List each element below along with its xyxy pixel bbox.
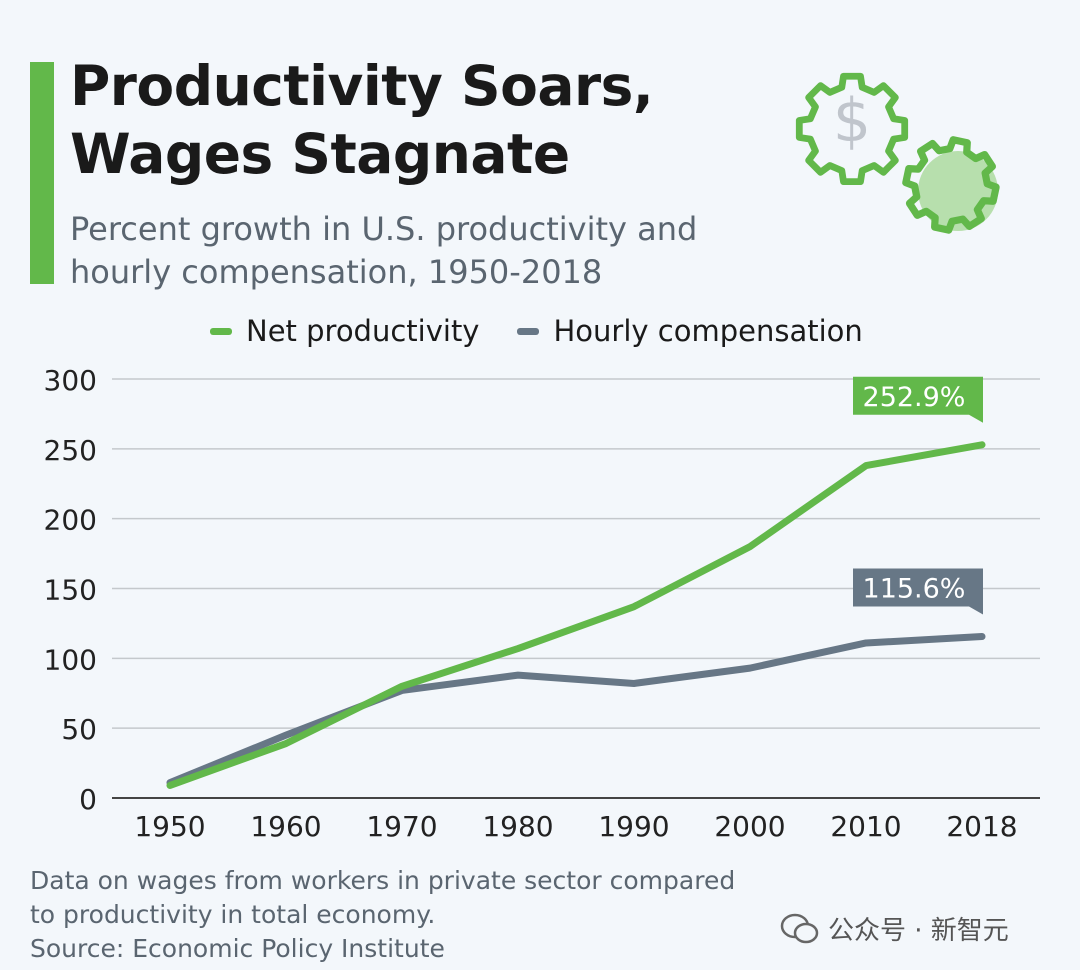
legend-item-productivity: Net productivity xyxy=(210,314,479,348)
end-label-box-productivity xyxy=(853,376,983,423)
legend-swatch-productivity xyxy=(210,327,232,335)
x-tick-label: 2010 xyxy=(830,810,901,843)
wechat-icon xyxy=(780,913,819,943)
y-tick-label: 300 xyxy=(44,364,97,397)
series-line-productivity xyxy=(166,441,986,789)
legend-label-compensation: Hourly compensation xyxy=(553,314,863,348)
title-line-1: Productivity Soars, xyxy=(70,54,654,118)
x-tick-label: 1980 xyxy=(482,810,553,843)
svg-text:$: $ xyxy=(833,86,871,156)
watermark: 公众号 · 新智元 xyxy=(780,910,1009,947)
title-line-2: Wages Stagnate xyxy=(70,122,570,186)
y-tick-label: 0 xyxy=(79,783,97,816)
chart-title: Productivity Soars, Wages Stagnate xyxy=(70,52,654,188)
end-label-productivity: 252.9% xyxy=(863,382,966,413)
chart-subtitle: Percent growth in U.S. productivity and … xyxy=(70,208,697,294)
end-label-compensation: 115.6% xyxy=(863,574,966,605)
gears-dollar-icon: $ xyxy=(795,72,1000,234)
y-tick-label: 200 xyxy=(44,504,97,537)
x-tick-label: 1960 xyxy=(250,810,321,843)
footnote: Data on wages from workers in private se… xyxy=(30,864,735,966)
source: Source: Economic Policy Institute xyxy=(30,934,445,963)
subtitle-line-1: Percent growth in U.S. productivity and xyxy=(70,210,698,248)
x-tick-label: 2018 xyxy=(946,810,1017,843)
y-tick-label: 100 xyxy=(44,643,97,676)
end-label-box-compensation xyxy=(853,568,983,615)
legend-swatch-compensation xyxy=(517,327,540,335)
watermark-text: 公众号 · 新智元 xyxy=(828,916,1009,946)
legend: Net productivity Hourly compensation xyxy=(210,314,885,348)
legend-label-productivity: Net productivity xyxy=(246,314,480,348)
x-tick-label: 1990 xyxy=(598,810,669,843)
footnote-line-2: to productivity in total economy. xyxy=(30,900,436,929)
y-tick-label: 50 xyxy=(61,713,97,746)
y-tick-label: 150 xyxy=(44,574,97,607)
subtitle-line-2: hourly compensation, 1950-2018 xyxy=(70,253,603,291)
line-chart: 0 50 100 150 200 250 300 1950 1960 1970 1980 1990 20… xyxy=(44,364,1040,843)
title-accent-bar xyxy=(30,62,54,284)
x-tick-label: 2000 xyxy=(714,810,785,843)
x-tick-label: 1970 xyxy=(366,810,437,843)
y-tick-label: 250 xyxy=(44,434,97,467)
footnote-line-1: Data on wages from workers in private se… xyxy=(30,866,736,895)
legend-item-compensation: Hourly compensation xyxy=(517,314,863,348)
series-line-compensation xyxy=(166,633,986,787)
x-tick-label: 1950 xyxy=(134,810,205,843)
